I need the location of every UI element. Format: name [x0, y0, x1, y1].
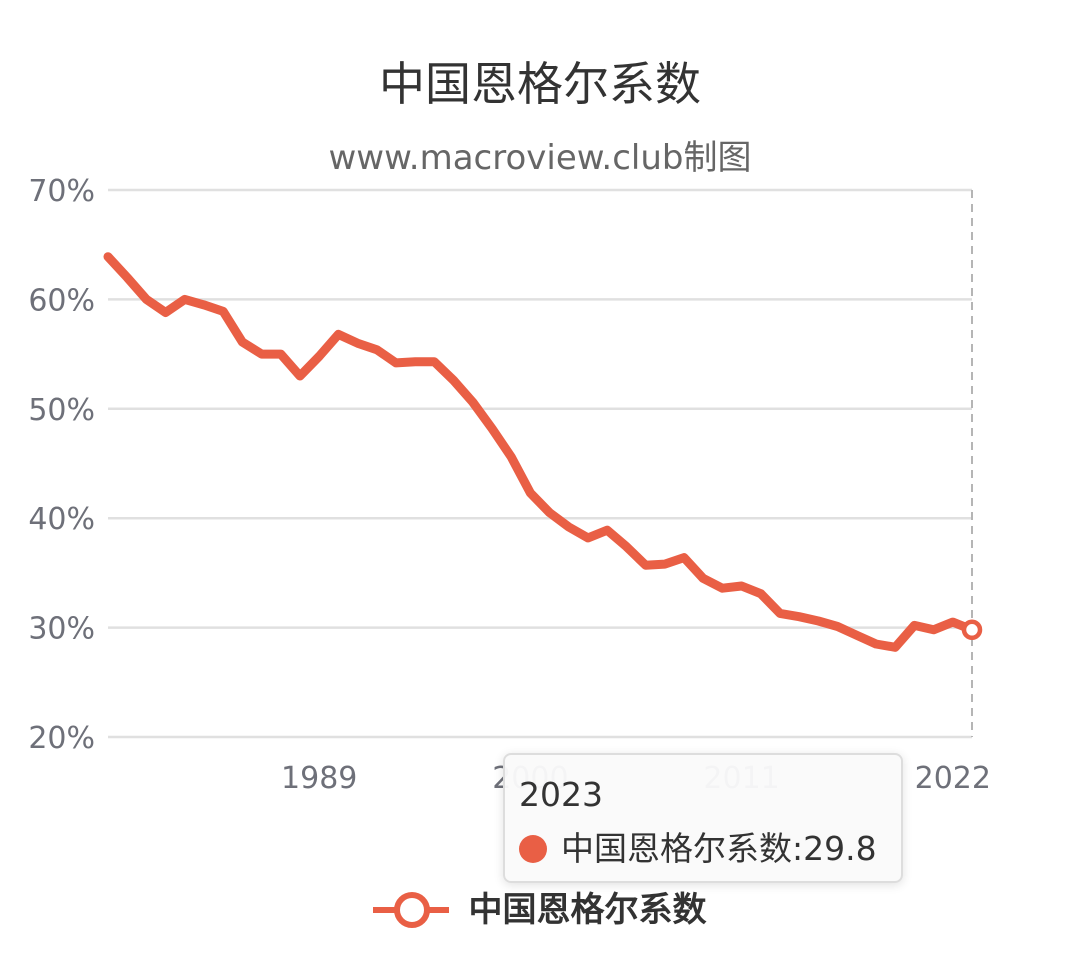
- legend: 中国恩格尔系数: [0, 883, 1080, 935]
- legend-circle: [394, 891, 431, 928]
- tooltip-title: 2023: [519, 775, 603, 814]
- legend-label: 中国恩格尔系数: [468, 889, 707, 930]
- tooltip-separator: :: [792, 829, 804, 868]
- tooltip-series-label: 中国恩格尔系数: [561, 829, 792, 868]
- legend-item[interactable]: 中国恩格尔系数: [373, 883, 707, 935]
- y-tick-label: 50%: [28, 393, 95, 428]
- tooltip-value: 29.8: [803, 829, 877, 868]
- x-tick-label: 2022: [915, 761, 991, 796]
- tooltip: 2023 中国恩格尔系数:29.8: [503, 753, 903, 883]
- chart-subtitle: www.macroview.club制图: [328, 138, 752, 178]
- x-tick-label: 1989: [281, 761, 357, 796]
- legend-marker-icon: [373, 890, 450, 930]
- y-tick-label: 40%: [28, 502, 95, 537]
- y-tick-label: 60%: [28, 283, 95, 318]
- highlight-point[interactable]: [961, 619, 983, 641]
- y-tick-label: 30%: [28, 612, 95, 647]
- tooltip-series-dot: [519, 835, 547, 863]
- y-tick-label: 70%: [28, 174, 95, 209]
- y-tick-label: 20%: [28, 721, 95, 756]
- chart-title: 中国恩格尔系数: [379, 57, 701, 111]
- series-line[interactable]: [103, 252, 977, 652]
- tooltip-row: 中国恩格尔系数:29.8: [519, 827, 887, 871]
